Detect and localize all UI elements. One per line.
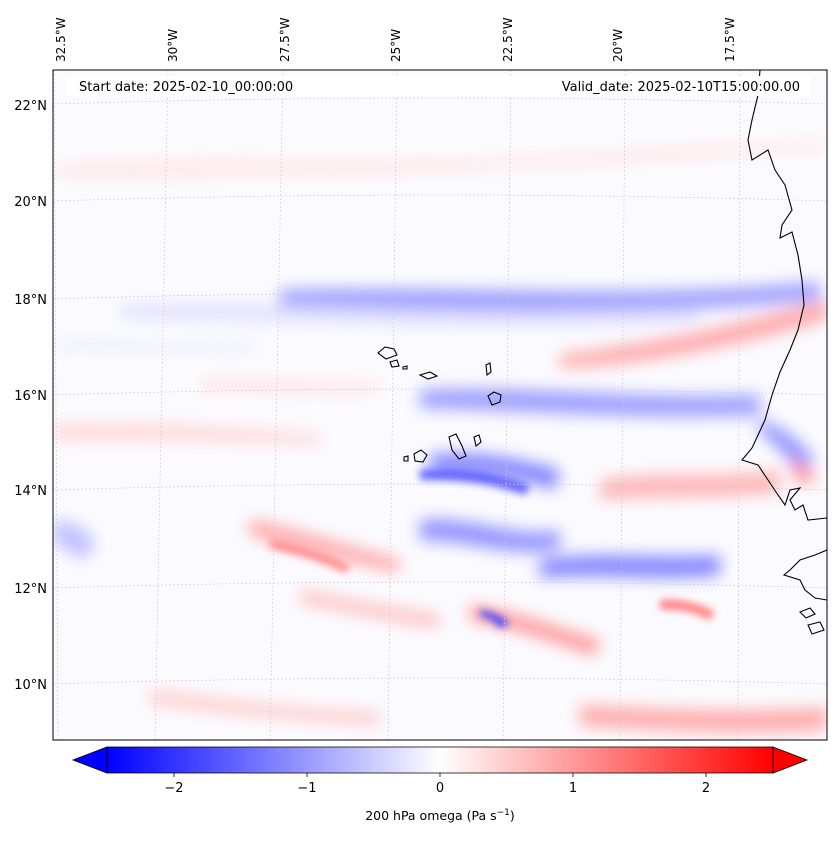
island-fogo: [413, 449, 428, 463]
colorbar-tick-1: 1: [569, 781, 577, 796]
colorbar-extend-max: [772, 746, 809, 774]
lat-label-14n: 14°N: [14, 484, 47, 499]
cape-verde-islands: [377, 346, 502, 463]
omega-field: [53, 140, 827, 733]
lat-label-16n: 16°N: [14, 389, 47, 404]
guinea-bissau-coast: [782, 549, 827, 601]
island-santo-antao: [377, 346, 398, 360]
latitude-labels: 22°N 20°N 18°N 16°N 14°N 12°N 10°N: [14, 99, 47, 693]
colorbar-tick-0: 0: [436, 781, 444, 796]
coastline: [741, 70, 827, 635]
lat-label-12n: 12°N: [14, 582, 47, 597]
colorbar-tick-2: 2: [702, 781, 710, 796]
lat-label-20n: 20°N: [14, 195, 47, 210]
island-sal: [485, 362, 492, 377]
lon-label-25w: 25°W: [389, 29, 403, 62]
lon-label-20w: 20°W: [611, 29, 625, 62]
colorbar-label-exponent: −1: [497, 808, 510, 818]
lon-label-30w: 30°W: [166, 29, 180, 62]
colorbar-outline: [106, 746, 774, 774]
lon-label-22-5w: 22.5°W: [501, 17, 515, 62]
map-frame: [52, 69, 828, 741]
coastal-island-1: [799, 607, 816, 619]
island-boa-vista: [487, 391, 502, 406]
lat-label-10n: 10°N: [14, 678, 47, 693]
island-santiago: [448, 433, 467, 460]
colorbar-label-close: ): [510, 808, 515, 823]
longitude-labels: 32.5°W 30°W 27.5°W 25°W 22.5°W 20°W 17.5…: [54, 17, 737, 62]
lon-label-17-5w: 17.5°W: [723, 17, 737, 62]
colorbar: −2 −1 0 1 2 200 hPa omega (Pa s−1): [71, 746, 809, 823]
start-date-label: Start date: 2025-02-10_00:00:00: [79, 80, 293, 95]
coastal-island-2: [807, 621, 825, 635]
island-sao-nicolau: [418, 371, 439, 380]
lon-label-32-5w: 32.5°W: [54, 17, 68, 62]
colorbar-tick-minus-1: −1: [297, 781, 316, 796]
island-sao-vicente: [389, 359, 400, 368]
valid-date-label: Valid_date: 2025-02-10T15:00:00.00: [562, 80, 800, 95]
colorbar-label-main: 200 hPa omega (Pa s: [365, 808, 496, 823]
africa-coast: [741, 70, 827, 521]
island-maio: [473, 434, 482, 447]
colorbar-ticks: [173, 773, 707, 777]
info-strip: [66, 76, 811, 96]
colorbar-label: 200 hPa omega (Pa s−1): [365, 808, 515, 823]
colorbar-tick-minus-2: −2: [164, 781, 183, 796]
lon-label-27-5w: 27.5°W: [278, 17, 292, 62]
island-santa-luzia: [402, 365, 408, 370]
colorbar-gradient: [107, 747, 773, 773]
map-panel: Start date: 2025-02-10_00:00:00 Valid_da…: [52, 69, 828, 741]
colorbar-extend-min: [71, 746, 108, 774]
island-brava: [403, 455, 409, 462]
lat-label-18n: 18°N: [14, 293, 47, 308]
lat-label-22n: 22°N: [14, 99, 47, 114]
